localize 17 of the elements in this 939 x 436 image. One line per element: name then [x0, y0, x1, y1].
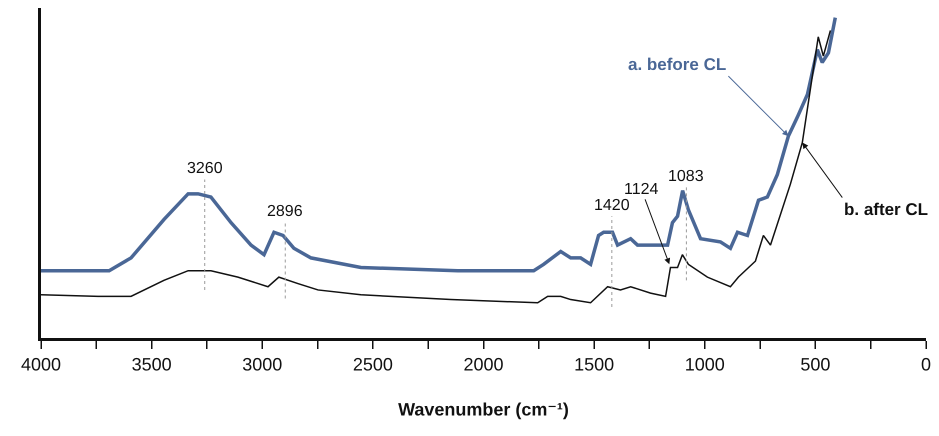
text: b. after CL [844, 200, 928, 219]
x-tick-label: 3000 [242, 354, 282, 375]
annotation: 1124 [624, 181, 659, 198]
x-tick-label: 3500 [132, 354, 172, 375]
ref-line-label: 2896 [267, 203, 303, 220]
x-tick-label: 2000 [463, 354, 504, 375]
x-axis-title: Wavenumber (cm⁻¹) [398, 400, 569, 420]
x-tick-label: 1000 [684, 354, 725, 375]
x-tick-label: 500 [800, 354, 830, 375]
x-tick-label: 1500 [574, 354, 614, 375]
ref-line-label: 3260 [187, 160, 223, 177]
x-tick-label: 2500 [352, 354, 393, 375]
ref-line-label: 1083 [668, 168, 704, 185]
x-tick-label: 0 [920, 354, 932, 375]
ref-line-label: 1420 [594, 197, 630, 214]
text: a. before CL [628, 55, 726, 74]
x-tick-label: 4000 [20, 354, 62, 375]
